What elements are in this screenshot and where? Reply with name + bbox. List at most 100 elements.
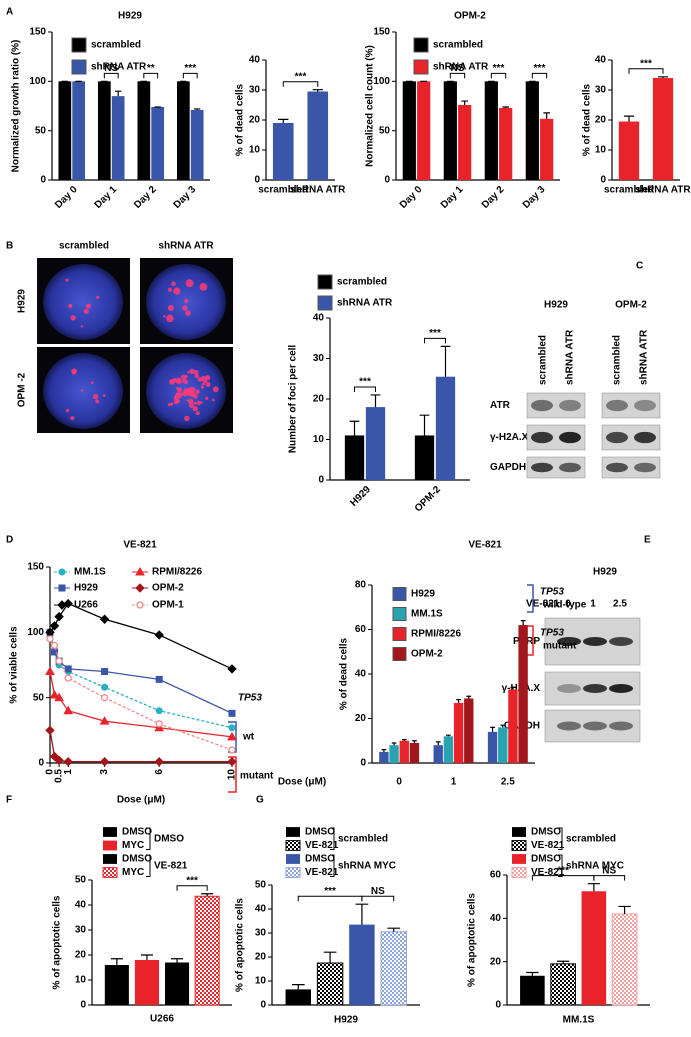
bar bbox=[550, 963, 576, 1006]
bar bbox=[464, 698, 474, 763]
legend-swatch bbox=[103, 827, 117, 837]
legend-label: VE-821 bbox=[305, 867, 339, 878]
annotation: mutant bbox=[543, 641, 577, 652]
y-tick-label: 0 bbox=[38, 758, 44, 769]
blot-row-label: GAPDH bbox=[490, 462, 526, 473]
y-tick-label: 0 bbox=[360, 758, 366, 769]
bar bbox=[380, 931, 407, 1006]
blot-band bbox=[559, 399, 581, 412]
focus bbox=[90, 381, 94, 385]
y-tick-label: 20 bbox=[255, 952, 267, 963]
focus bbox=[212, 386, 219, 393]
y-tick-label: 40 bbox=[255, 904, 267, 915]
blot-band bbox=[557, 721, 581, 731]
marker bbox=[228, 709, 236, 717]
y-tick-label: 40 bbox=[75, 900, 87, 911]
bar bbox=[176, 81, 190, 180]
significance-bracket bbox=[449, 72, 466, 79]
lane-label: 0 bbox=[565, 599, 571, 610]
annotation: NS bbox=[451, 63, 465, 74]
y-tick-label: 20 bbox=[490, 956, 502, 967]
focus bbox=[186, 399, 189, 402]
y-axis-label: Normalized growth ratio (%) bbox=[11, 40, 22, 173]
y-tick-label: 0 bbox=[318, 475, 324, 486]
blot-band bbox=[557, 637, 581, 646]
error-bar bbox=[623, 115, 635, 122]
bar bbox=[344, 435, 365, 480]
blot-band bbox=[609, 684, 633, 693]
y-axis-label: % of dead cells bbox=[235, 83, 246, 156]
marker bbox=[228, 724, 236, 732]
y-axis-label: % of apoptotic cells bbox=[52, 895, 63, 989]
focus bbox=[185, 279, 194, 288]
y-axis-label: % of apoptotic cells bbox=[235, 898, 246, 992]
bar bbox=[104, 965, 129, 1005]
y-tick-label: 30 bbox=[595, 85, 607, 96]
blot-band bbox=[634, 462, 656, 473]
focus bbox=[195, 389, 200, 395]
annotation: NS bbox=[602, 865, 616, 876]
focus bbox=[171, 281, 176, 287]
annotation: wt bbox=[242, 732, 255, 743]
marker bbox=[154, 756, 164, 767]
blot-band bbox=[531, 399, 553, 412]
y-tick-label: 0 bbox=[384, 175, 390, 186]
marker bbox=[49, 690, 60, 699]
legend-swatch bbox=[317, 274, 333, 290]
error-bar bbox=[171, 958, 184, 963]
y-tick-label: 40 bbox=[355, 669, 367, 680]
x-tick-label: 6 bbox=[154, 769, 165, 775]
x-axis-label: Dose (μM) bbox=[117, 795, 165, 806]
bar bbox=[409, 742, 420, 763]
focus bbox=[166, 314, 174, 323]
y-axis-label: Normalized cell count (%) bbox=[365, 45, 376, 167]
y-tick-label: 20 bbox=[75, 950, 87, 961]
annotation: *** bbox=[640, 58, 652, 69]
bar bbox=[443, 736, 454, 763]
legend-swatch bbox=[286, 827, 300, 837]
focus bbox=[187, 398, 194, 405]
y-tick-label: 100 bbox=[29, 76, 46, 87]
legend-swatch bbox=[512, 827, 526, 837]
legend-label: VE-821 bbox=[305, 840, 339, 851]
x-tick-label: scrambled bbox=[258, 185, 308, 196]
y-axis-label: % of viable cells bbox=[9, 626, 20, 704]
legend-group: scrambled bbox=[566, 833, 616, 844]
bar bbox=[349, 924, 375, 1005]
panel-letter: A bbox=[6, 7, 13, 18]
marker bbox=[99, 614, 110, 624]
significance-bracket bbox=[143, 72, 159, 79]
blot-band bbox=[559, 431, 581, 444]
legend-swatch bbox=[413, 37, 429, 53]
focus bbox=[205, 396, 209, 400]
legend-label: OPM-2 bbox=[411, 649, 443, 660]
annotation: *** bbox=[359, 377, 371, 388]
blot-band bbox=[606, 431, 628, 444]
legend-marker bbox=[58, 568, 66, 576]
bar bbox=[484, 81, 498, 180]
lane-label: 2.5 bbox=[613, 599, 627, 610]
focus bbox=[175, 398, 181, 404]
marker bbox=[49, 621, 60, 631]
y-tick-label: 20 bbox=[249, 115, 261, 126]
annotation: *** bbox=[429, 328, 441, 339]
y-tick-label: 0 bbox=[80, 1000, 86, 1011]
error-bar bbox=[510, 686, 516, 690]
focus bbox=[193, 401, 197, 405]
legend-group: shRNA MYC bbox=[338, 860, 396, 871]
legend-marker bbox=[57, 600, 67, 610]
focus bbox=[196, 400, 202, 406]
marker bbox=[227, 756, 237, 767]
bar bbox=[508, 689, 518, 763]
error-bar bbox=[556, 960, 570, 964]
blot-band bbox=[609, 637, 633, 646]
legend-swatch bbox=[102, 867, 118, 878]
error-bar bbox=[502, 106, 509, 108]
annotation: NS bbox=[104, 63, 118, 74]
error-bar bbox=[140, 954, 153, 960]
blot-treatment: VE-821 bbox=[526, 599, 560, 610]
legend-label: U266 bbox=[74, 600, 98, 611]
marker bbox=[50, 641, 59, 650]
column-label: scrambled bbox=[59, 241, 109, 252]
